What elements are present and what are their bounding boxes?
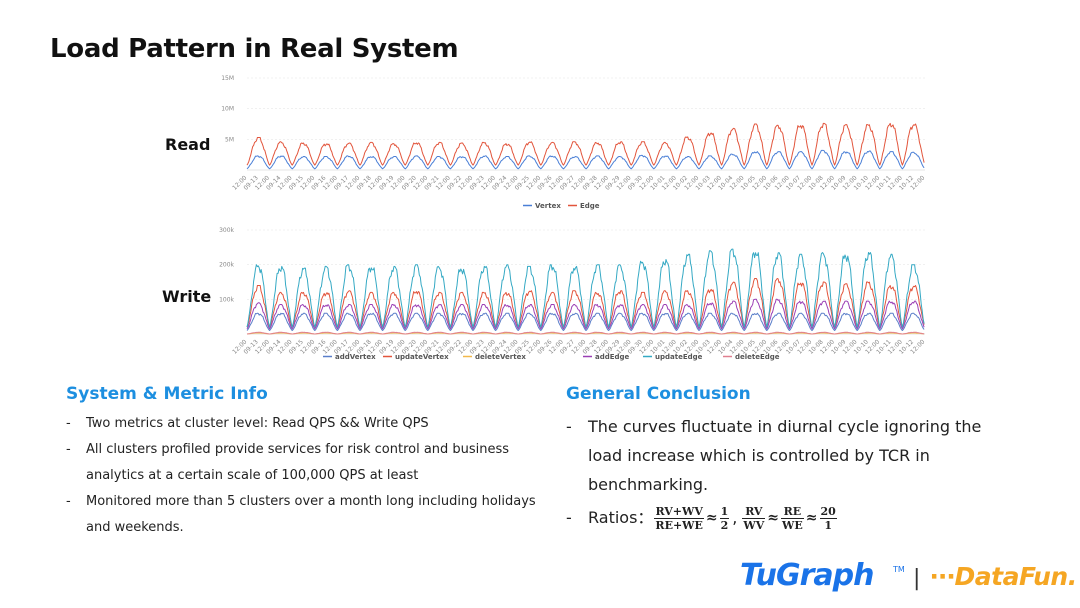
bullet-text: Monitored more than 5 clusters over a mo…	[86, 494, 536, 535]
legend-label: addVertex	[335, 353, 376, 361]
legend-label: Vertex	[535, 202, 561, 210]
ratio-fraction: 20 1	[819, 505, 837, 532]
legend-label: updateEdge	[655, 353, 703, 361]
system-metric-heading: System & Metric Info	[66, 384, 268, 404]
ratio-fraction: RV+WV RE+WE	[654, 505, 704, 532]
list-item: - Monitored more than 5 clusters over a m…	[66, 489, 536, 541]
y-tick-label: 10M	[221, 106, 234, 113]
general-conclusion-heading: General Conclusion	[566, 384, 751, 404]
series-line-Vertex	[246, 149, 925, 170]
approx-sign: ≈	[767, 510, 780, 526]
series-line-deleteEdge	[246, 331, 925, 335]
ratio-comma: ,	[732, 508, 738, 527]
bullet-dash: -	[66, 416, 71, 431]
write-qps-chart: 300k200k100k12:0009-1312:0009-1412:0009-…	[219, 227, 926, 361]
list-item: - All clusters profiled provide services …	[66, 437, 536, 489]
bullet-dash: -	[566, 417, 572, 436]
list-item: - The curves fluctuate in diurnal cycle i…	[566, 412, 1006, 499]
legend-label: deleteVertex	[475, 353, 526, 361]
bullet-text: All clusters profiled provide services f…	[86, 442, 510, 483]
series-line-updateEdge	[246, 248, 925, 328]
bullet-dash: -	[66, 442, 71, 457]
bullet-text: Two metrics at cluster level: Read QPS &…	[86, 416, 429, 431]
series-line-addVertex	[246, 312, 925, 331]
ratio-fraction: RV WV	[742, 505, 766, 532]
datafun-logo: ⋯DataFun.	[930, 562, 1077, 591]
list-item: - Two metrics at cluster level: Read QPS …	[66, 411, 536, 437]
series-line-addEdge	[246, 298, 925, 330]
trademark-mark: TM	[893, 565, 905, 574]
system-metric-list: - Two metrics at cluster level: Read QPS …	[66, 411, 536, 541]
legend-label: addEdge	[595, 353, 630, 361]
bullet-dash: -	[66, 494, 71, 509]
conclusion-list: - The curves fluctuate in diurnal cycle i…	[566, 412, 1006, 533]
y-tick-label: 5M	[225, 136, 234, 143]
tugraph-logo: TuGraph	[740, 558, 874, 593]
approx-sign: ≈	[705, 510, 718, 526]
legend-label: updateVertex	[395, 353, 449, 361]
bullet-dash: -	[566, 508, 572, 527]
read-row-label: Read	[165, 135, 211, 154]
ratio-fraction: RE WE	[781, 505, 804, 532]
y-tick-label: 15M	[221, 75, 234, 82]
approx-sign: ≈	[805, 510, 818, 526]
list-item: - Ratios： RV+WV RE+WE ≈1 2, RV WV ≈ RE WE ≈20 1	[566, 503, 1006, 533]
legend-label: Edge	[580, 202, 600, 210]
y-tick-label: 200k	[219, 262, 234, 269]
logo-separator: |	[913, 566, 921, 591]
y-tick-label: 100k	[219, 296, 234, 303]
legend-label: deleteEdge	[735, 353, 780, 361]
y-tick-label: 300k	[219, 227, 234, 234]
read-qps-chart: 15M10M5M12:0009-1312:0009-1412:0009-1512…	[221, 75, 926, 210]
page-title: Load Pattern in Real System	[50, 34, 459, 64]
ratios-label: Ratios：	[588, 508, 654, 527]
write-row-label: Write	[162, 287, 212, 306]
series-line-Edge	[246, 122, 925, 166]
conclusion-text: The curves fluctuate in diurnal cycle ig…	[588, 417, 982, 494]
